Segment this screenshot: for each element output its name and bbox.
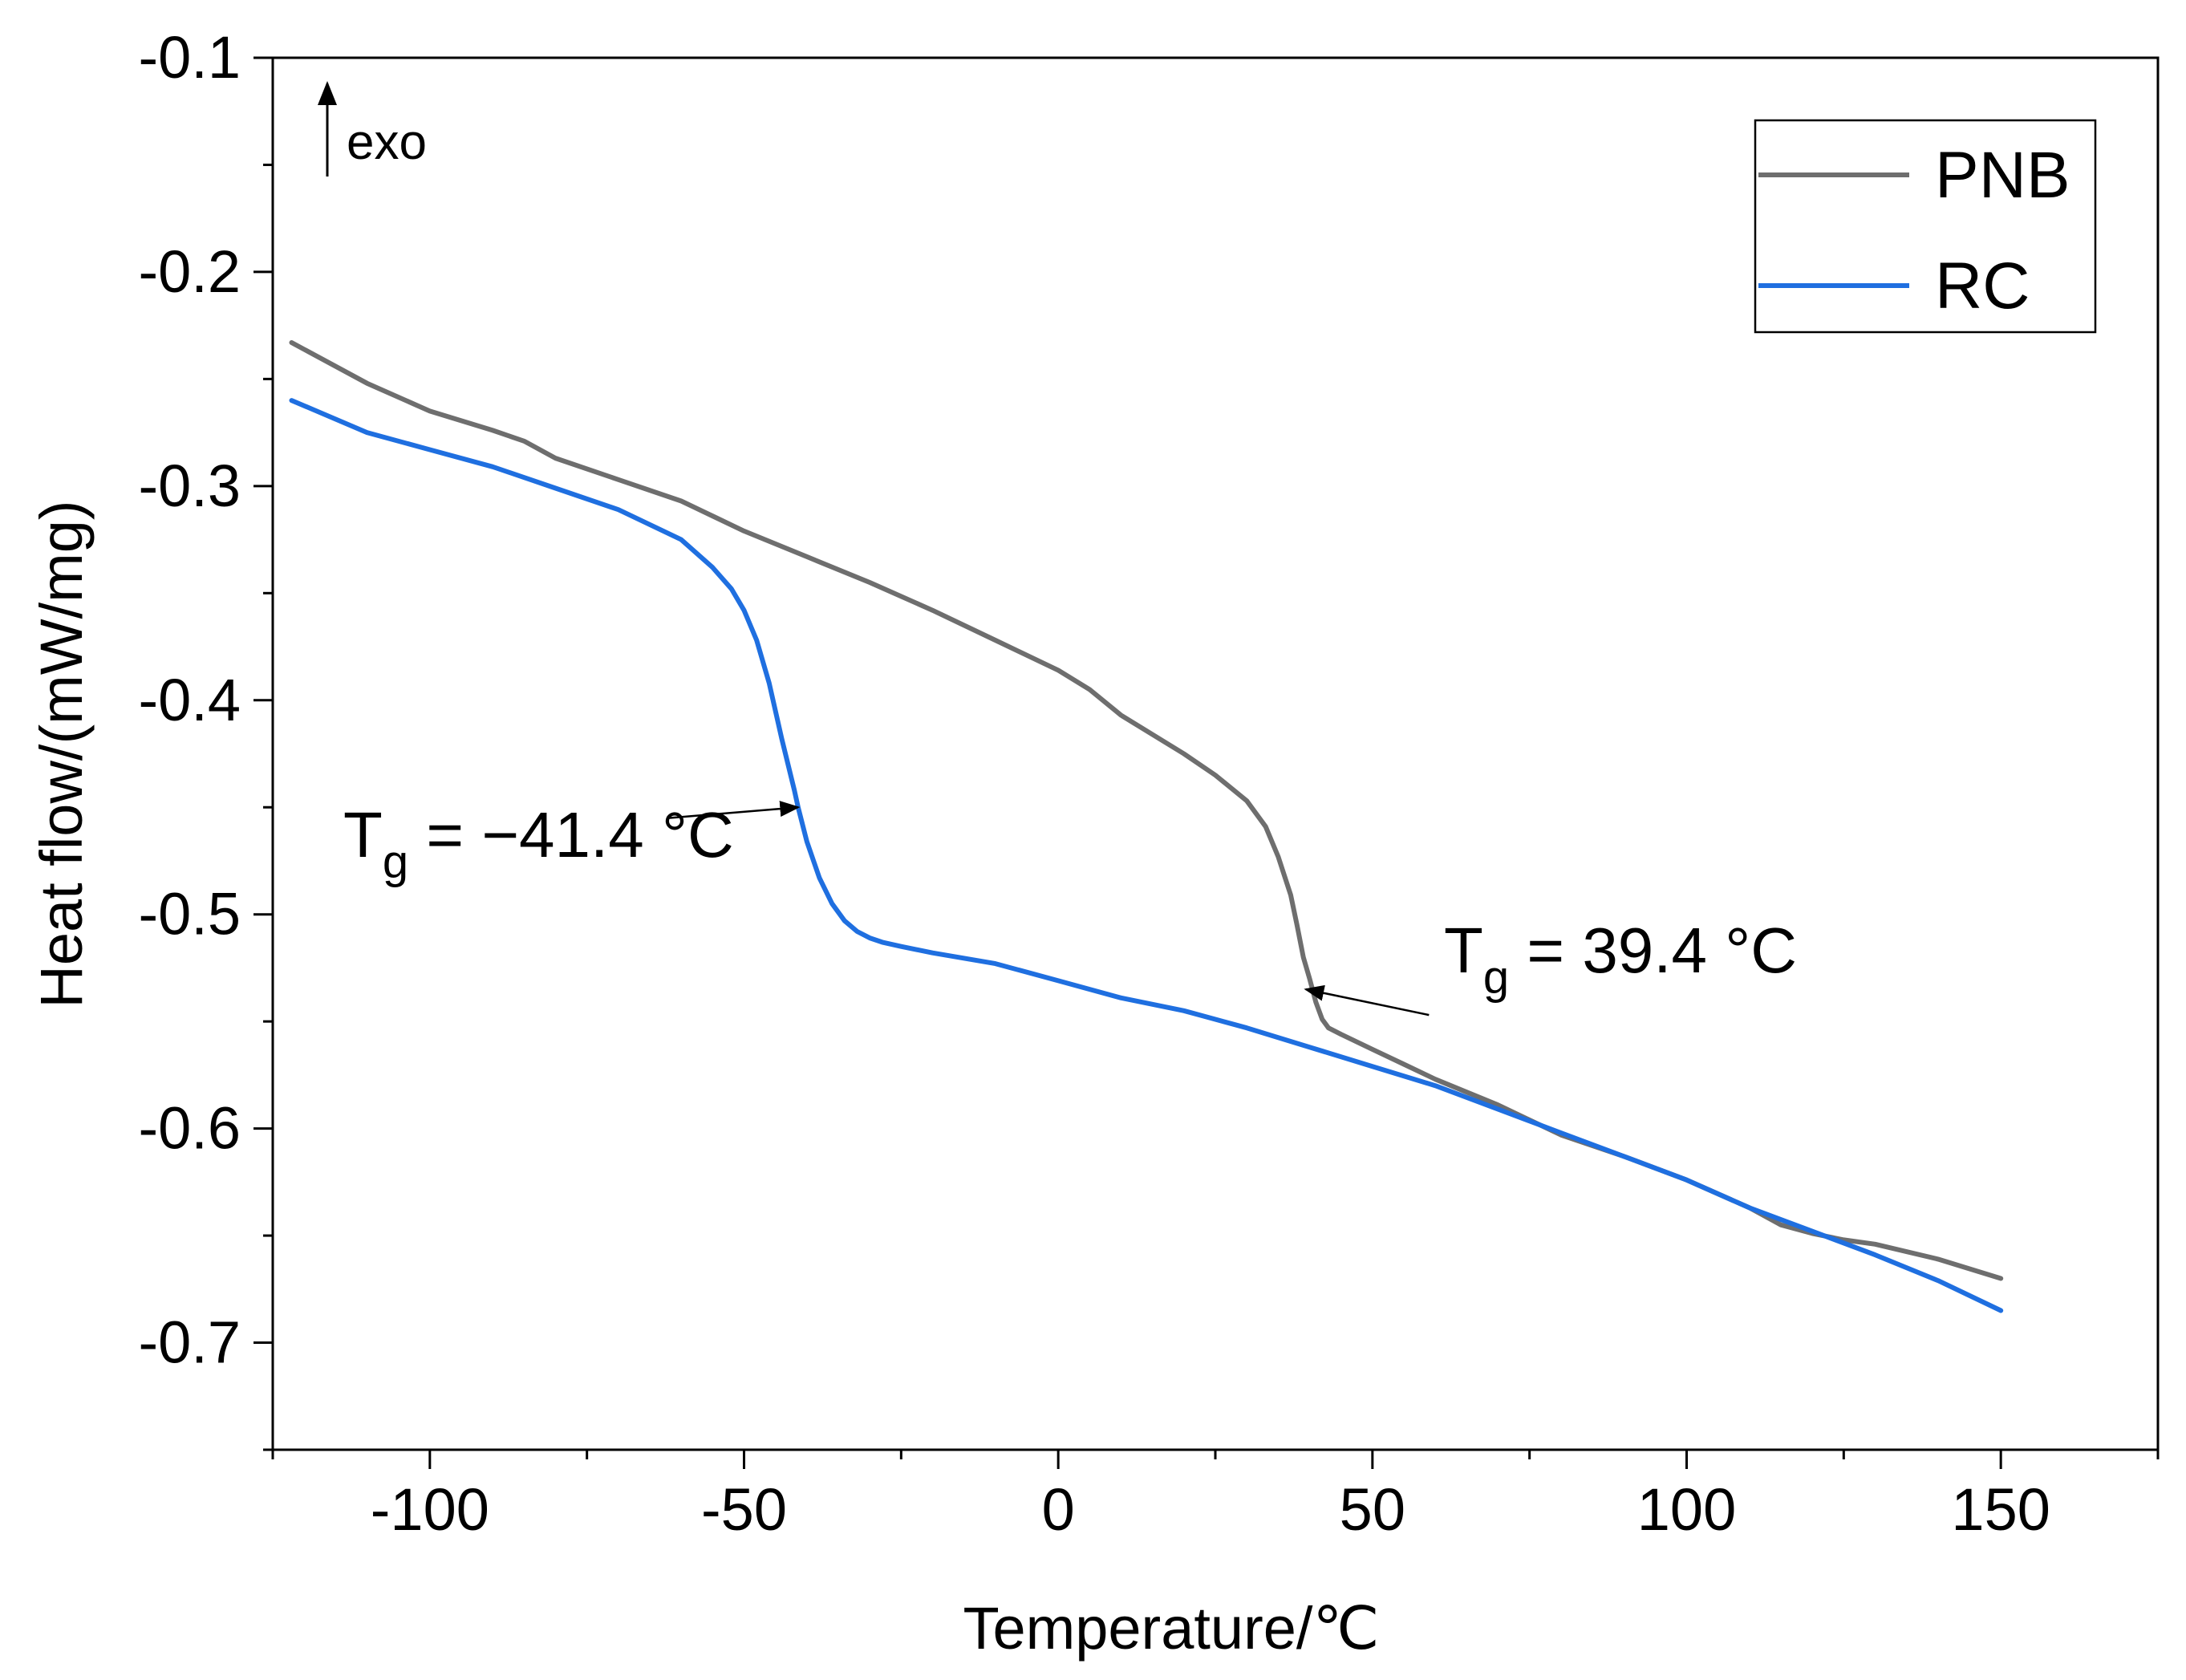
tg-pnb-label: Tg = 39.4 °C <box>1444 915 1797 1004</box>
legend-label-rc: RC <box>1935 250 2030 323</box>
tg-rc-arrow <box>668 801 801 819</box>
exo-label: exo <box>347 115 427 170</box>
x-tick-label: -100 <box>371 1476 489 1543</box>
y-tick-label: -0.2 <box>138 238 241 305</box>
y-axis-ticks: -0.7 -0.6 -0.5 -0.4 -0.3 -0.2 -0.1 <box>138 24 273 1451</box>
x-tick-label: 0 <box>1042 1476 1075 1543</box>
y-tick-label: -0.1 <box>138 24 241 91</box>
legend-label-pnb: PNB <box>1935 139 2070 212</box>
tg-rc-label: Tg = −41.4 °C <box>343 799 734 888</box>
x-tick-label: 150 <box>1951 1476 2050 1543</box>
tg-pnb-arrow <box>1304 984 1430 1017</box>
y-tick-label: -0.3 <box>138 452 241 519</box>
series-lines <box>289 340 2004 1313</box>
tg-pnb-value: = 39.4 °C <box>1509 915 1797 986</box>
legend-box <box>1754 119 2097 334</box>
series-line-rc <box>289 398 2004 1313</box>
legend: PNB RC <box>1754 119 2097 334</box>
y-tick-label: -0.6 <box>138 1095 241 1162</box>
x-tick-label: 50 <box>1340 1476 1405 1543</box>
tg-rc-value: = −41.4 °C <box>408 799 734 870</box>
x-tick-label: 100 <box>1637 1476 1736 1543</box>
x-tick-label: -50 <box>701 1476 787 1543</box>
tg-rc-symbol: T <box>343 799 383 870</box>
y-axis-title: Heat flow/(mW/mg) <box>28 500 95 1008</box>
y-tick-label: -0.4 <box>138 667 241 733</box>
tg-pnb-subscript: g <box>1483 952 1509 1004</box>
tg-rc-subscript: g <box>383 836 408 888</box>
x-axis-title: Temperature/℃ <box>963 1595 1379 1662</box>
y-tick-label: -0.7 <box>138 1309 241 1376</box>
x-axis-ticks: -100 -50 0 50 100 150 <box>271 1450 2160 1543</box>
tg-pnb-symbol: T <box>1444 915 1483 986</box>
y-tick-label: -0.5 <box>138 881 241 948</box>
